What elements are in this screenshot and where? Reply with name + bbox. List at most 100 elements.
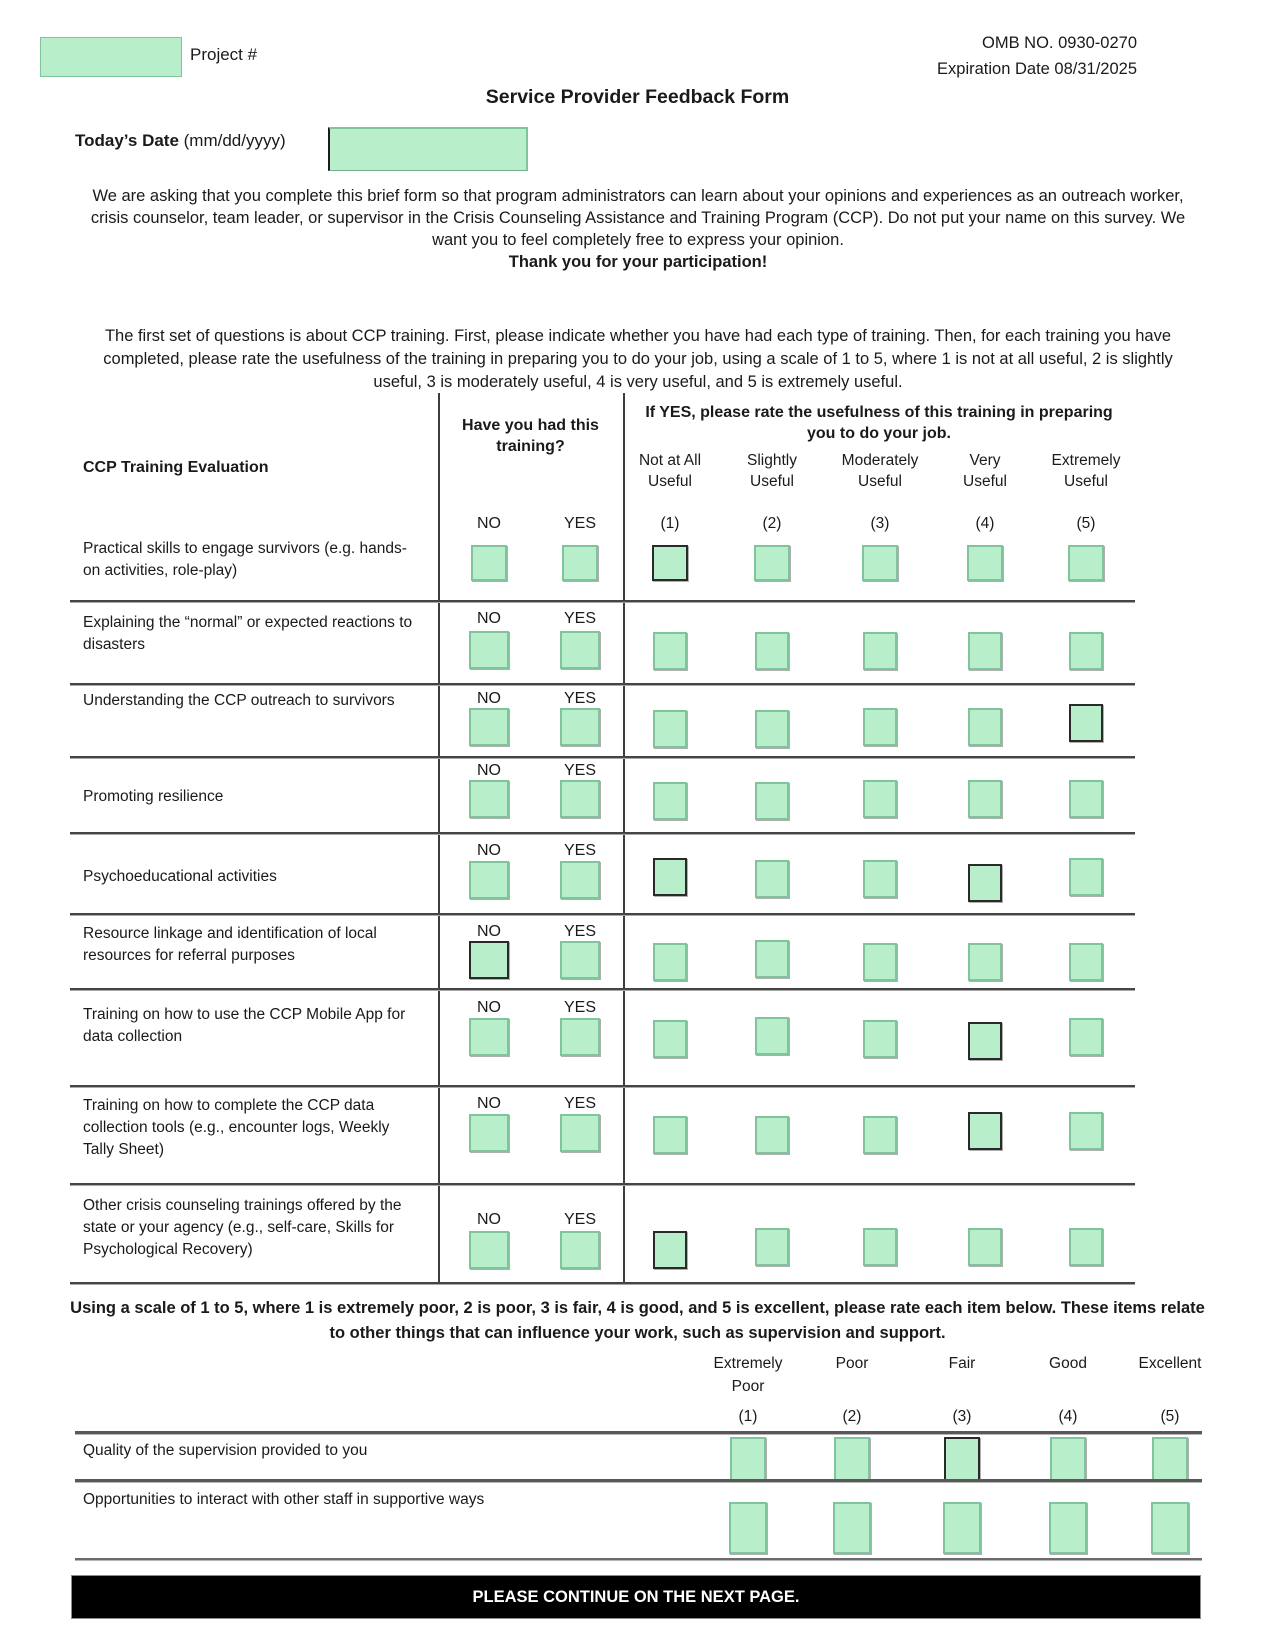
date-input[interactable]: [328, 127, 528, 171]
checkbox-no[interactable]: [469, 631, 509, 669]
no-label: NO: [477, 762, 501, 779]
checkbox-rating-3[interactable]: [862, 545, 898, 581]
yes-label: YES: [563, 842, 597, 859]
checkbox-rating-3[interactable]: [863, 943, 897, 981]
checkbox-yes[interactable]: [560, 1231, 600, 1269]
checkbox-rating-2[interactable]: [755, 632, 789, 670]
checkbox-yes[interactable]: [560, 780, 600, 818]
checkbox-rating-1[interactable]: [653, 858, 687, 896]
row-divider: [75, 1431, 1202, 1435]
checkbox-rating-5[interactable]: [1069, 943, 1103, 981]
checkbox-no[interactable]: [469, 941, 509, 979]
date-label-bold: Today’s Date: [75, 131, 179, 150]
checkbox-rating-5[interactable]: [1069, 858, 1103, 896]
checkbox-rating-1[interactable]: [729, 1502, 767, 1554]
checkbox-rating-4[interactable]: [968, 1112, 1002, 1150]
checkbox-rating-4[interactable]: [1049, 1502, 1087, 1554]
checkbox-rating-2[interactable]: [755, 1017, 789, 1055]
rating-column-number: (1): [660, 515, 680, 532]
checkbox-rating-3[interactable]: [863, 860, 897, 898]
checkbox-no[interactable]: [469, 708, 509, 746]
checkbox-rating-3[interactable]: [943, 1502, 981, 1554]
project-number-input[interactable]: [40, 37, 182, 77]
rating-column-label: Moderately Useful: [841, 452, 919, 490]
checkbox-rating-3[interactable]: [944, 1437, 980, 1481]
checkbox-rating-5[interactable]: [1069, 1018, 1103, 1056]
checkbox-no[interactable]: [469, 861, 509, 899]
checkbox-rating-3[interactable]: [863, 708, 897, 746]
checkbox-rating-5[interactable]: [1069, 632, 1103, 670]
checkbox-no[interactable]: [469, 1114, 509, 1152]
checkbox-yes[interactable]: [560, 861, 600, 899]
rating-column-label: Not at All Useful: [638, 452, 702, 490]
checkbox-rating-2[interactable]: [833, 1502, 871, 1554]
checkbox-rating-1[interactable]: [652, 545, 688, 581]
checkbox-rating-3[interactable]: [863, 780, 897, 818]
training-row-label: Practical skills to engage survivors (e.…: [83, 540, 407, 579]
training-row-label: Other crisis counseling trainings offere…: [83, 1197, 402, 1258]
checkbox-rating-5[interactable]: [1069, 1112, 1103, 1150]
checkbox-rating-4[interactable]: [967, 545, 1003, 581]
intro-text: We are asking that you complete this bri…: [90, 187, 1186, 249]
checkbox-rating-4[interactable]: [968, 943, 1002, 981]
checkbox-rating-4[interactable]: [968, 708, 1002, 746]
checkbox-rating-2[interactable]: [755, 940, 789, 978]
had-training-header: Have you had this training?: [462, 417, 599, 455]
checkbox-rating-1[interactable]: [653, 1231, 687, 1269]
training-row-label: Understanding the CCP outreach to surviv…: [83, 692, 395, 709]
checkbox-yes[interactable]: [560, 1114, 600, 1152]
checkbox-rating-1[interactable]: [653, 632, 687, 670]
checkbox-rating-5[interactable]: [1069, 704, 1103, 742]
checkbox-rating-2[interactable]: [755, 782, 789, 820]
expiration-date: Expiration Date 08/31/2025: [937, 60, 1137, 78]
checkbox-yes[interactable]: [560, 941, 600, 979]
checkbox-rating-1[interactable]: [653, 943, 687, 981]
checkbox-rating-1[interactable]: [653, 1020, 687, 1058]
row-divider: [70, 600, 1135, 603]
checkbox-rating-4[interactable]: [968, 1022, 1002, 1060]
checkbox-rating-3[interactable]: [863, 1116, 897, 1154]
row-divider: [70, 756, 1135, 759]
checkbox-rating-2[interactable]: [755, 1228, 789, 1266]
checkbox-rating-2[interactable]: [834, 1437, 870, 1481]
checkbox-no[interactable]: [471, 545, 507, 581]
checkbox-no[interactable]: [469, 1231, 509, 1269]
checkbox-rating-1[interactable]: [653, 1116, 687, 1154]
checkbox-rating-2[interactable]: [754, 545, 790, 581]
training-row-label: Psychoeducational activities: [83, 868, 277, 885]
checkbox-rating-5[interactable]: [1068, 545, 1104, 581]
checkbox-rating-3[interactable]: [863, 1228, 897, 1266]
checkbox-rating-2[interactable]: [755, 1116, 789, 1154]
checkbox-rating-4[interactable]: [968, 632, 1002, 670]
checkbox-rating-2[interactable]: [755, 710, 789, 748]
checkbox-rating-3[interactable]: [863, 1020, 897, 1058]
checkbox-rating-2[interactable]: [755, 860, 789, 898]
section-header: CCP Training Evaluation: [83, 459, 269, 476]
yes-label: YES: [563, 923, 597, 940]
checkbox-yes[interactable]: [560, 708, 600, 746]
checkbox-no[interactable]: [469, 1018, 509, 1056]
checkbox-rating-5[interactable]: [1069, 780, 1103, 818]
checkbox-rating-4[interactable]: [968, 1228, 1002, 1266]
checkbox-rating-4[interactable]: [968, 864, 1002, 902]
checkbox-no[interactable]: [469, 780, 509, 818]
checkbox-rating-4[interactable]: [1050, 1437, 1086, 1481]
checkbox-rating-5[interactable]: [1152, 1437, 1188, 1481]
checkbox-yes[interactable]: [562, 545, 598, 581]
yes-label: YES: [563, 515, 597, 532]
row-divider: [70, 988, 1135, 991]
checkbox-rating-5[interactable]: [1151, 1502, 1189, 1554]
checkbox-rating-3[interactable]: [863, 632, 897, 670]
checkbox-yes[interactable]: [560, 1018, 600, 1056]
rating-column-number: (4): [975, 515, 995, 532]
checkbox-yes[interactable]: [560, 631, 600, 669]
checkbox-rating-1[interactable]: [653, 710, 687, 748]
support-row-label: Quality of the supervision provided to y…: [83, 1442, 368, 1459]
training-row-label: Training on how to complete the CCP data…: [83, 1097, 390, 1158]
checkbox-rating-5[interactable]: [1069, 1228, 1103, 1266]
row-divider: [70, 1183, 1135, 1186]
checkbox-rating-1[interactable]: [653, 782, 687, 820]
checkbox-rating-1[interactable]: [730, 1437, 766, 1481]
checkbox-rating-4[interactable]: [968, 780, 1002, 818]
row-divider: [70, 913, 1135, 916]
